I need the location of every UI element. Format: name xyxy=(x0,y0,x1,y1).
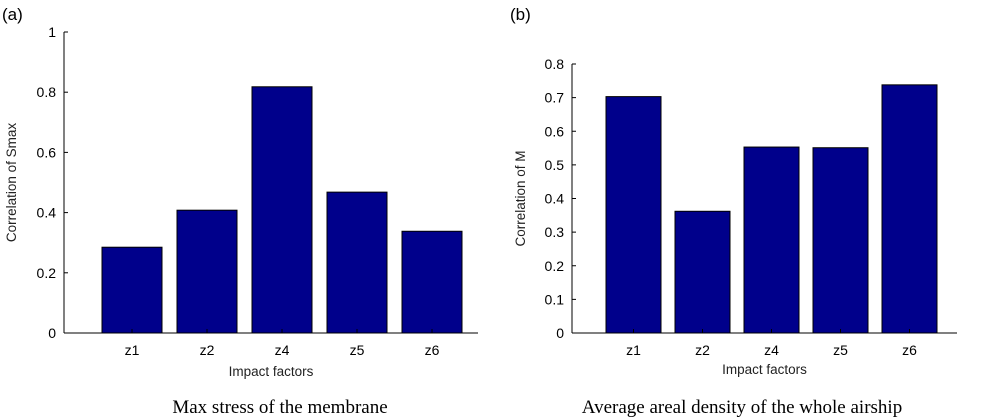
y-tick-label-b: 0.3 xyxy=(545,224,565,240)
y-tick-label-b: 0.8 xyxy=(545,56,565,72)
caption-a: Max stress of the membrane xyxy=(172,397,387,418)
y-tick-label-b: 0.2 xyxy=(545,258,565,274)
bar-b-z2 xyxy=(674,210,731,334)
y-tick-label-a: 0.2 xyxy=(37,265,57,281)
y-tick-label-b: 0.7 xyxy=(545,90,565,106)
panel-label-a: (a) xyxy=(2,5,23,24)
y-tick-label-a: 0.4 xyxy=(37,205,57,221)
x-tick-label-a: z5 xyxy=(350,342,365,358)
y-axis-title-b: Correlation of M xyxy=(513,150,528,246)
x-axis-title-b: Impact factors xyxy=(722,362,807,377)
caption-b: Average areal density of the whole airsh… xyxy=(582,397,902,418)
y-tick-label-a: 0 xyxy=(48,325,56,341)
x-tick-label-a: z4 xyxy=(275,342,290,358)
panel-a: (a) 0 0.2 0.4 0.6 0.8 1 z1 z2 z4 z5 z6 Correlation o… xyxy=(2,5,478,418)
y-tick-label-a: 0.6 xyxy=(37,144,57,160)
x-tick-label-b: z2 xyxy=(695,342,710,358)
y-tick-label-a: 1 xyxy=(48,24,56,40)
bar-b-z5 xyxy=(812,147,869,334)
y-tick-label-b: 0.5 xyxy=(545,157,565,173)
bar-a-z5 xyxy=(326,191,388,334)
x-tick-label-b: z4 xyxy=(764,342,779,358)
panel-label-b: (b) xyxy=(510,5,531,24)
x-tick-label-b: z6 xyxy=(902,342,917,358)
panel-b: (b) 0 0.1 0.2 0.3 0.4 0.5 0.6 0.7 0.8 z1 z2 z4 z5 z6 Co… xyxy=(510,5,957,418)
bar-b-z4 xyxy=(743,146,800,334)
x-tick-label-b: z5 xyxy=(833,342,848,358)
y-axis-title-a: Correlation of Smax xyxy=(4,123,19,243)
bar-a-z4 xyxy=(251,86,313,334)
y-tick-label-b: 0.4 xyxy=(545,191,565,207)
y-tick-label-b: 0 xyxy=(556,325,564,341)
x-tick-label-b: z1 xyxy=(626,342,641,358)
x-tick-label-a: z1 xyxy=(125,342,140,358)
y-tick-label-b: 0.1 xyxy=(545,291,565,307)
y-tick-label-a: 0.8 xyxy=(37,84,57,100)
bar-b-z6 xyxy=(881,84,938,334)
x-axis-title-a: Impact factors xyxy=(229,364,314,379)
x-tick-label-a: z2 xyxy=(200,342,215,358)
bar-a-z2 xyxy=(176,209,238,334)
y-tick-label-b: 0.6 xyxy=(545,123,565,139)
x-tick-label-a: z6 xyxy=(425,342,440,358)
bar-a-z6 xyxy=(401,230,463,334)
bar-b-z1 xyxy=(605,96,662,334)
bar-a-z1 xyxy=(101,246,163,334)
